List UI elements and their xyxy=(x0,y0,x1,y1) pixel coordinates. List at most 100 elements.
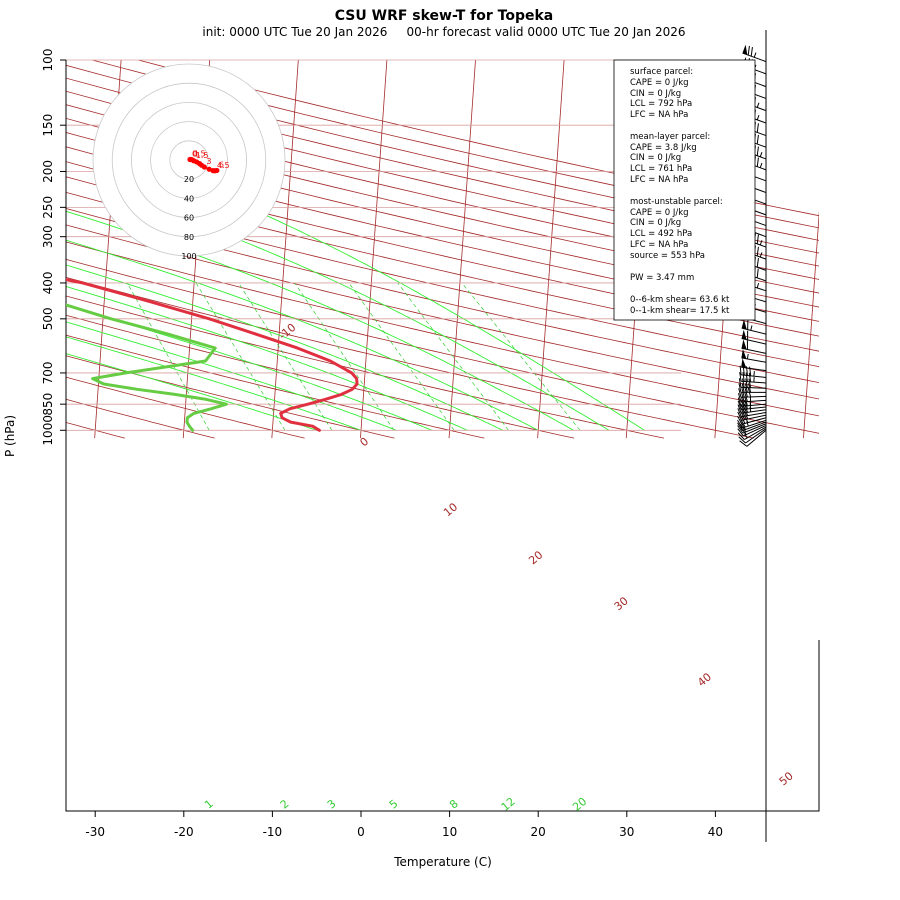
wind-barb xyxy=(737,410,767,421)
wind-barb-flag xyxy=(737,393,742,403)
wind-barb-halfflag xyxy=(744,433,748,439)
sounding-profiles xyxy=(66,278,359,432)
legend-surface-cin: CIN = 0 J/kg xyxy=(630,89,681,99)
hodograph-ring xyxy=(150,121,228,199)
x-tick-label: 40 xyxy=(708,825,723,839)
wind-barb-flag xyxy=(740,418,746,428)
x-tick-label: 30 xyxy=(619,825,634,839)
dry-adiabat-line xyxy=(66,146,819,322)
dry-adiabat-line xyxy=(66,132,819,308)
moist-adiabat-line xyxy=(66,239,539,431)
wind-barb xyxy=(741,319,767,335)
isotherm-line xyxy=(448,60,476,439)
wind-barb-flag xyxy=(748,372,752,382)
hodograph-point-label: 0.5 xyxy=(193,150,206,159)
y-tick-label: 250 xyxy=(41,196,55,219)
hodograph-ring xyxy=(92,63,286,257)
wind-barb-flag xyxy=(737,422,743,431)
isotherm-line xyxy=(360,60,388,439)
moist-adiabat-line xyxy=(66,285,468,431)
wind-barb-flag xyxy=(737,411,743,421)
wind-barb-shaft xyxy=(741,327,767,335)
legend-mean-cape: CAPE = 3.8 J/kg xyxy=(630,143,697,153)
legend-pw: PW = 3.47 mm xyxy=(630,273,694,283)
mixing-ratio-line xyxy=(294,282,395,431)
mixing-ratio-label: 5 xyxy=(387,797,401,811)
legend-surface-lfc: LFC = NA hPa xyxy=(630,110,688,120)
wind-barb-shaft xyxy=(742,421,767,432)
moist-adiabat-line xyxy=(66,336,362,431)
dry-adiabat-line xyxy=(66,314,575,439)
moist-adiabat-line xyxy=(66,321,397,431)
wind-barb xyxy=(738,378,767,389)
mixing-ratio-line xyxy=(238,282,333,431)
wind-barb-halfflag xyxy=(759,162,763,168)
wind-barb-flag xyxy=(745,372,748,382)
wind-barb xyxy=(741,358,767,372)
x-tick-label: -30 xyxy=(85,825,105,839)
wind-barb-halfflag xyxy=(756,114,760,121)
wind-barb-shaft xyxy=(742,423,767,434)
axis-frame xyxy=(65,60,820,812)
hodograph-point xyxy=(201,164,207,170)
chart-title: CSU WRF skew-T for Topeka xyxy=(334,8,554,24)
wind-barb-halfflag xyxy=(756,282,760,289)
hodograph-point-label: 1 xyxy=(194,150,199,159)
isotherm-label: 50 xyxy=(777,769,796,788)
wind-barb-shaft xyxy=(744,426,767,440)
y-tick-label: 400 xyxy=(41,271,55,294)
legend-mu-cin: CIN = 0 J/kg xyxy=(630,218,681,228)
y-tick-label: 150 xyxy=(41,114,55,137)
wind-barb-halfflag xyxy=(753,52,757,58)
wind-barb-shaft xyxy=(741,417,767,425)
mixing-ratio-line xyxy=(348,282,455,431)
y-tick-label: 500 xyxy=(41,307,55,330)
wind-barb-flag xyxy=(737,400,742,410)
hodograph-ring-label: 20 xyxy=(184,175,194,184)
wind-barb-flag xyxy=(742,372,745,382)
wind-barb-flag xyxy=(737,428,744,437)
legend-shear-0-6km: 0--6-km shear= 63.6 kt xyxy=(630,295,730,305)
wind-barb-flag xyxy=(756,146,759,156)
wind-barb-flag xyxy=(737,397,742,407)
hodograph-point-label: 6 xyxy=(219,160,224,169)
dry-adiabat-line xyxy=(66,90,819,267)
x-tick-label: -20 xyxy=(174,825,194,839)
wind-barb-flag xyxy=(738,383,742,393)
isotherm-line xyxy=(803,210,819,439)
hodograph-ring-label: 100 xyxy=(181,252,196,261)
wind-barb-pennant xyxy=(741,329,747,340)
hodograph-ring xyxy=(130,102,247,218)
wind-barb-flag xyxy=(737,415,743,425)
wind-barb-halfflag xyxy=(753,371,755,377)
wind-barb-halfflag xyxy=(759,240,763,246)
wind-barb xyxy=(741,329,767,345)
wind-barb-shaft xyxy=(741,403,767,407)
y-tick-label: 100 xyxy=(41,49,55,72)
wind-barb-shaft xyxy=(741,399,767,403)
x-tick-label: 0 xyxy=(357,825,365,839)
temperature-profile-line xyxy=(66,278,359,432)
hodograph-point xyxy=(214,167,220,174)
dry-adiabat-line xyxy=(66,117,819,294)
wind-barb xyxy=(738,428,767,444)
wind-barb-shaft xyxy=(746,429,767,447)
wind-barb xyxy=(739,372,767,384)
wind-barb-flag xyxy=(756,246,759,257)
y-axis-label: P (hPa) xyxy=(3,415,17,457)
wind-barb-pennant xyxy=(742,44,748,55)
wind-barb-halfflag xyxy=(750,325,753,331)
y-tick-label: 1000 xyxy=(41,415,55,446)
wind-barb xyxy=(741,349,767,363)
plot-axes: -30 -20 -10 0 10 20 30 40 xyxy=(65,60,820,839)
wind-barb xyxy=(737,418,767,429)
wind-barb-flag xyxy=(748,378,752,388)
legend-mu-cape: CAPE = 0 J/kg xyxy=(630,208,689,218)
mixing-ratio-label: 8 xyxy=(447,797,461,811)
moist-adiabat-line xyxy=(66,264,503,431)
dry-adiabat-line xyxy=(66,334,485,439)
wind-barb-flag xyxy=(756,134,759,145)
y-tick-label: 200 xyxy=(41,160,55,183)
legend-mu-lcl: LCL = 492 hPa xyxy=(630,229,692,239)
